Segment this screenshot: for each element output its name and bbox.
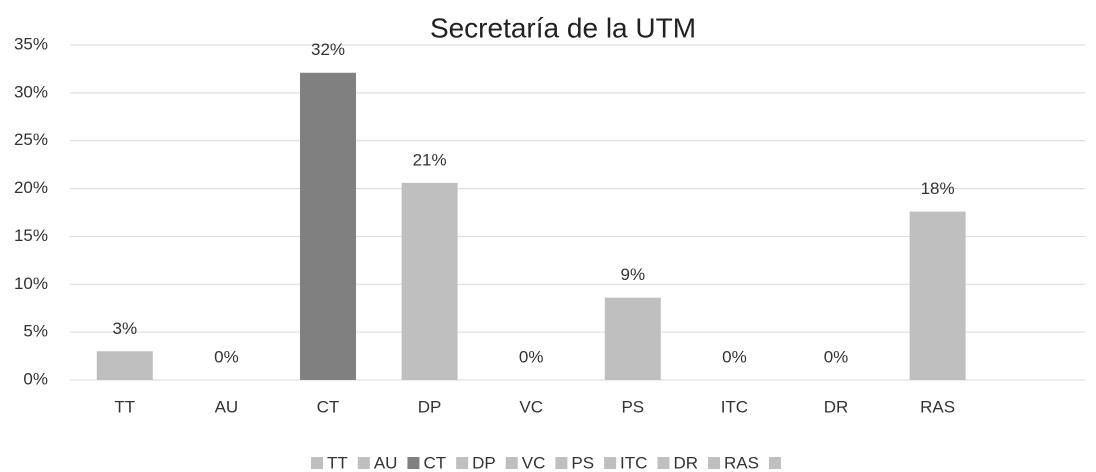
- legend-label: DP: [472, 453, 496, 472]
- x-tick-label: AU: [215, 397, 239, 416]
- legend-swatch: [407, 457, 420, 469]
- y-tick-label: 35%: [14, 34, 48, 53]
- legend: TT AU CT DP VC PS ITC DR RAS: [311, 453, 781, 472]
- x-tick-label: DR: [824, 397, 849, 416]
- data-label: 21%: [413, 150, 447, 169]
- x-tick-label: ITC: [721, 397, 748, 416]
- bar: [604, 297, 661, 380]
- legend-swatch: [708, 457, 720, 469]
- legend-swatch: [505, 457, 518, 469]
- y-tick-label: 10%: [14, 274, 48, 293]
- data-label: 3%: [113, 319, 138, 338]
- legend-swatch: [555, 457, 568, 469]
- legend-label: TT: [327, 453, 348, 472]
- data-label: 9%: [621, 265, 646, 284]
- data-label: 0%: [519, 347, 544, 366]
- y-tick-label: 25%: [14, 130, 48, 149]
- legend-swatch: [311, 457, 324, 469]
- legend-label: DR: [673, 453, 698, 472]
- legend-swatch: [357, 457, 370, 469]
- x-tick-label: VC: [519, 397, 543, 416]
- x-tick-label: RAS: [920, 397, 955, 416]
- legend-label: VC: [522, 453, 546, 472]
- x-tick-label: PS: [621, 397, 644, 416]
- data-label: 0%: [824, 347, 849, 366]
- legend-label: AU: [374, 453, 398, 472]
- legend-label: CT: [423, 453, 446, 472]
- chart-title: Secretaría de la UTM: [430, 12, 696, 43]
- legend-label: ITC: [620, 453, 647, 472]
- bar: [909, 211, 966, 380]
- x-tick-label: CT: [317, 397, 340, 416]
- bar: [300, 72, 356, 380]
- x-tick-label: TT: [114, 397, 135, 416]
- y-tick-label: 15%: [14, 226, 48, 245]
- legend-swatch: [768, 457, 781, 469]
- bar: [96, 351, 153, 380]
- y-tick-label: 30%: [14, 82, 48, 101]
- data-label: 0%: [214, 347, 239, 366]
- bar: [401, 182, 458, 380]
- data-label: 18%: [921, 179, 955, 198]
- legend-swatch: [456, 457, 469, 469]
- data-label: 32%: [311, 40, 345, 59]
- y-tick-label: 5%: [23, 322, 48, 341]
- legend-label: RAS: [724, 453, 759, 472]
- y-tick-label: 0%: [23, 369, 48, 388]
- legend-swatch: [657, 457, 670, 469]
- legend-label: PS: [571, 453, 594, 472]
- data-label: 0%: [722, 347, 747, 366]
- y-tick-label: 20%: [14, 178, 48, 197]
- x-tick-label: DP: [418, 397, 442, 416]
- legend-swatch: [604, 457, 617, 469]
